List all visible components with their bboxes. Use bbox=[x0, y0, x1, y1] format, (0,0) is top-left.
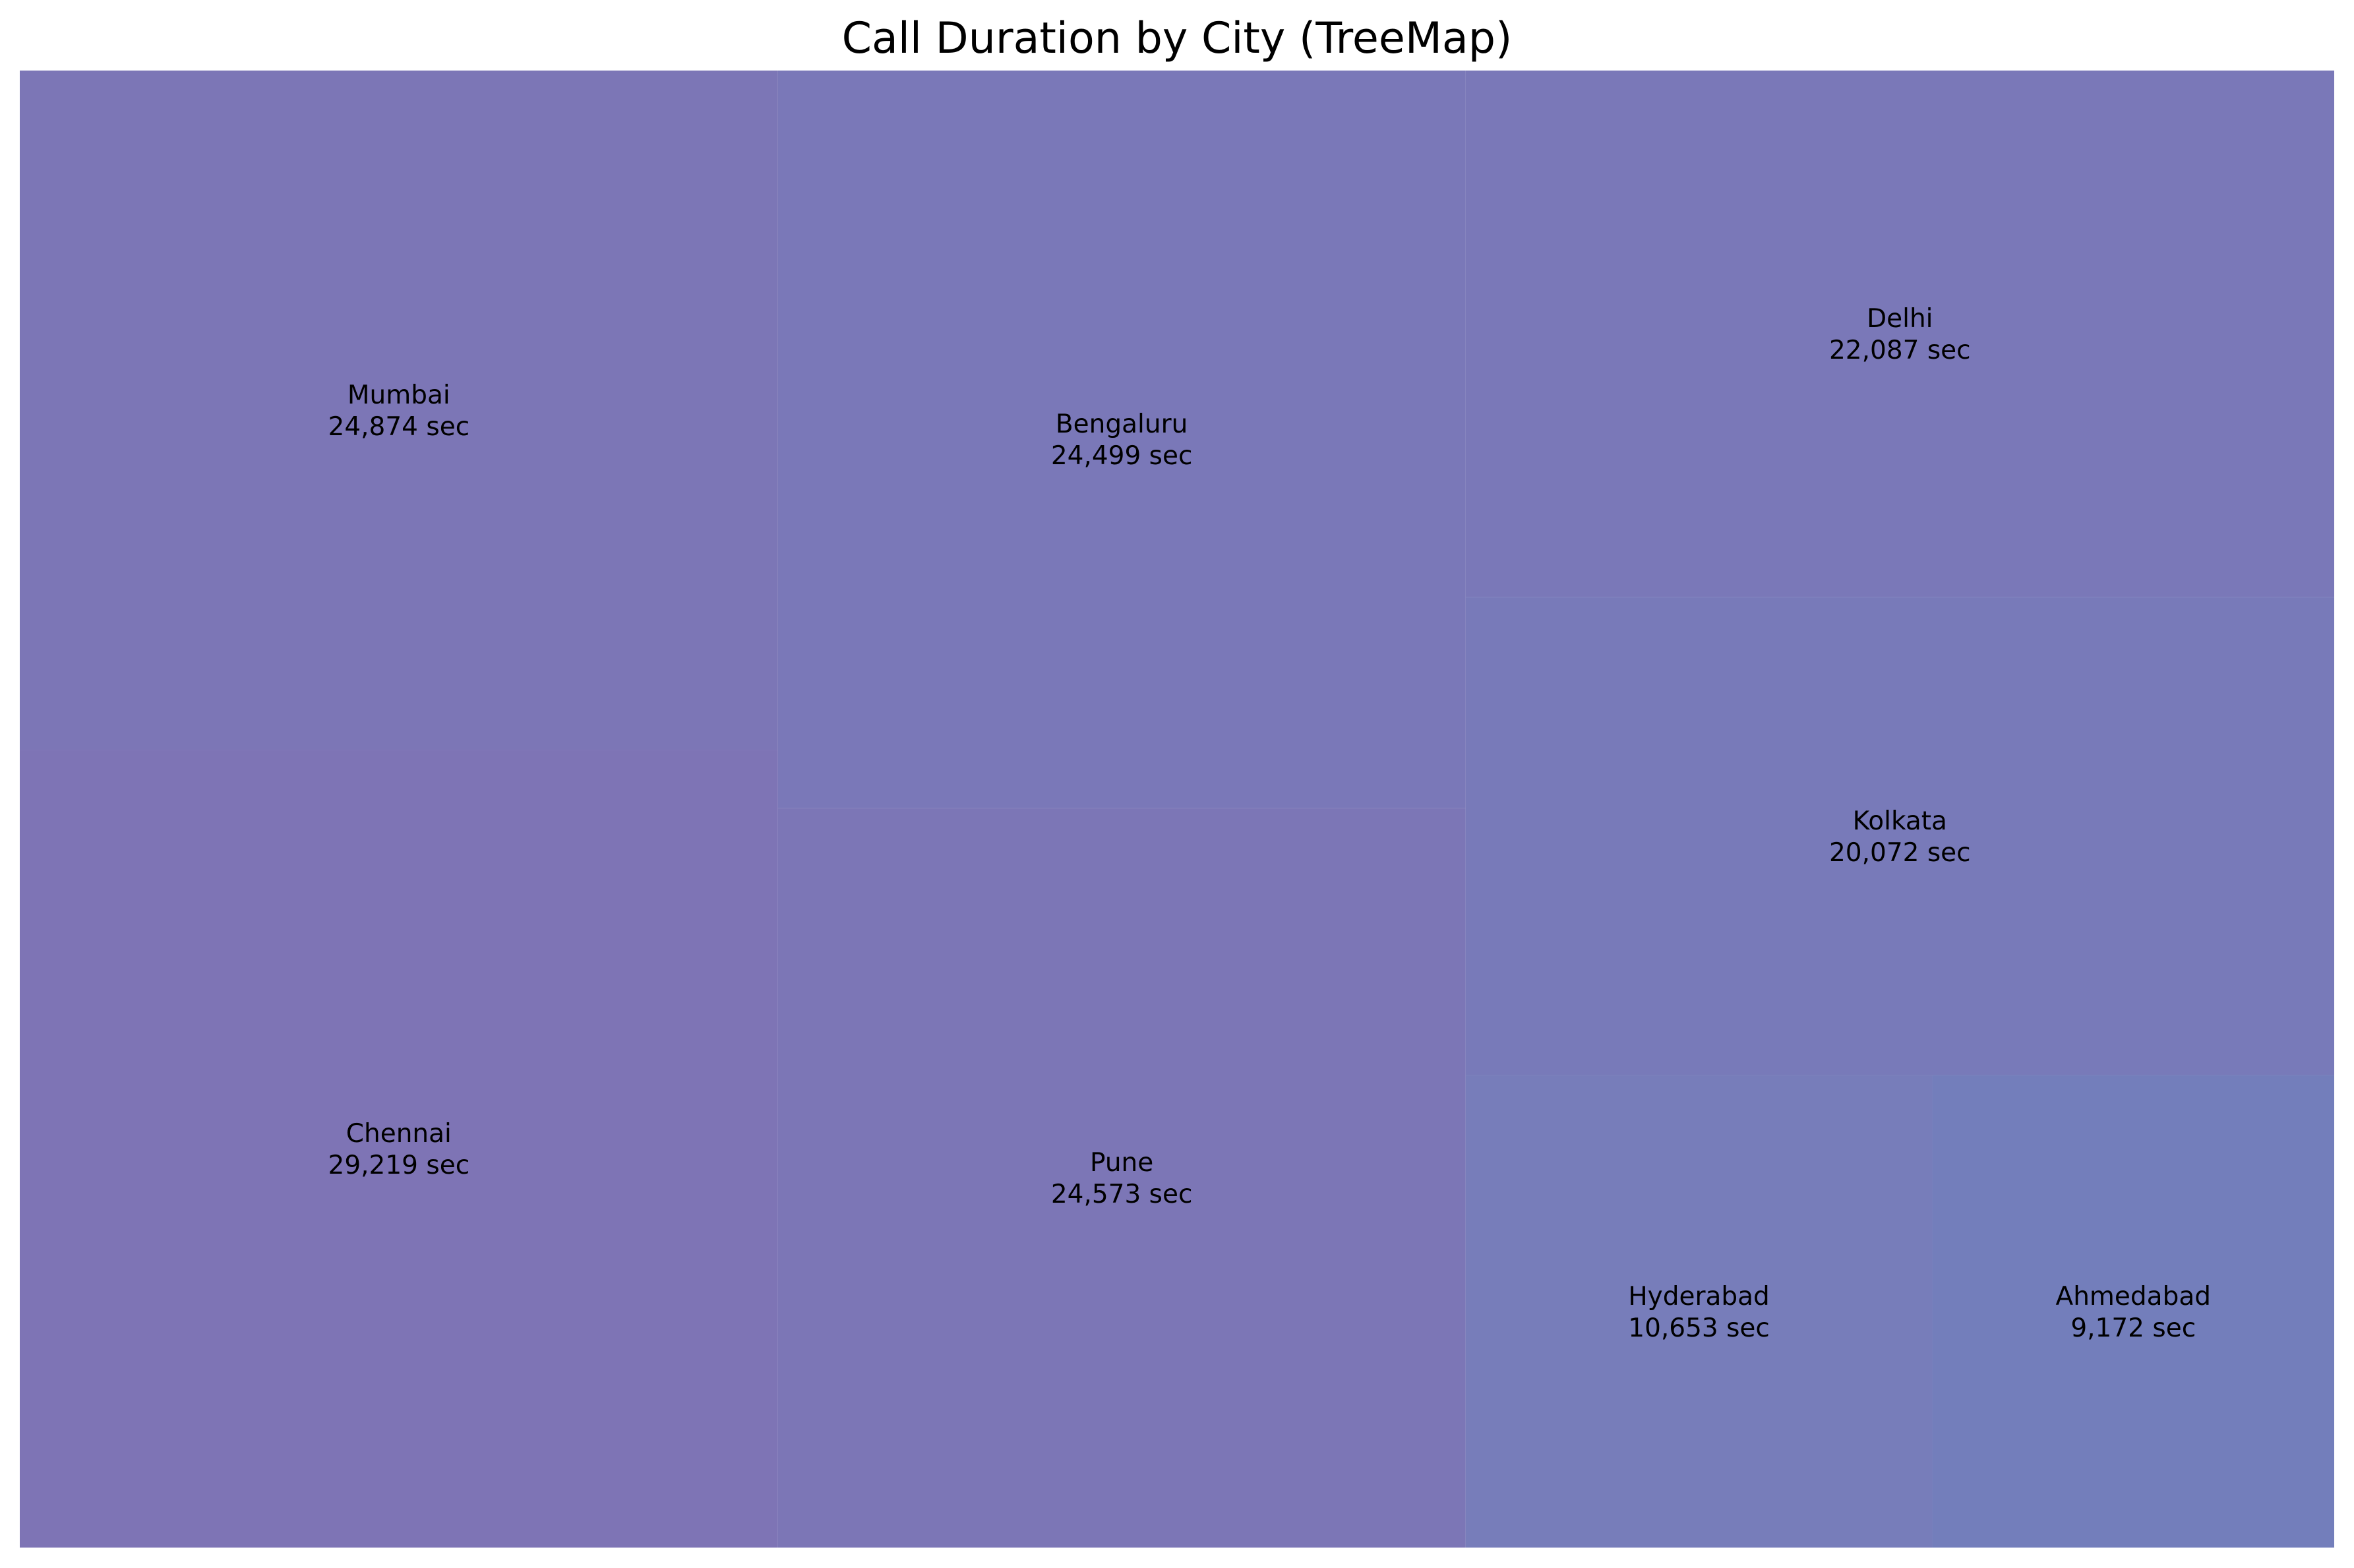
tile-label-delhi: Delhi bbox=[1867, 304, 1933, 334]
tile-rect-delhi bbox=[1465, 71, 2334, 597]
tile-label-pune: Pune bbox=[1090, 1148, 1153, 1178]
tile-label-chennai: Chennai bbox=[346, 1119, 452, 1149]
tile-label-bengaluru: Bengaluru bbox=[1056, 409, 1188, 439]
tile-value-chennai: 29,219 sec bbox=[328, 1151, 470, 1180]
tile-rect-hyderabad bbox=[1465, 1075, 1933, 1548]
tile-rect-kolkata bbox=[1465, 597, 2334, 1075]
tile-rect-mumbai bbox=[20, 71, 778, 750]
tile-value-pune: 24,573 sec bbox=[1051, 1180, 1193, 1209]
tile-label-hyderabad: Hyderabad bbox=[1628, 1282, 1770, 1312]
tile-label-ahmedabad: Ahmedabad bbox=[2056, 1282, 2211, 1312]
tile-rect-bengaluru bbox=[777, 71, 1466, 808]
tile-label-mumbai: Mumbai bbox=[347, 380, 450, 410]
tile-value-delhi: 22,087 sec bbox=[1829, 336, 1971, 365]
chart-title: Call Duration by City (TreeMap) bbox=[842, 14, 1513, 63]
tile-rect-ahmedabad bbox=[1932, 1075, 2334, 1548]
tile-label-kolkata: Kolkata bbox=[1853, 806, 1947, 836]
tile-value-mumbai: 24,874 sec bbox=[328, 412, 470, 442]
tile-value-kolkata: 20,072 sec bbox=[1829, 838, 1971, 868]
tile-rect-pune bbox=[777, 808, 1466, 1548]
tile-value-bengaluru: 24,499 sec bbox=[1051, 441, 1193, 471]
tile-value-ahmedabad: 9,172 sec bbox=[2070, 1313, 2196, 1343]
tile-rect-chennai bbox=[20, 750, 778, 1548]
tile-value-hyderabad: 10,653 sec bbox=[1628, 1313, 1770, 1343]
